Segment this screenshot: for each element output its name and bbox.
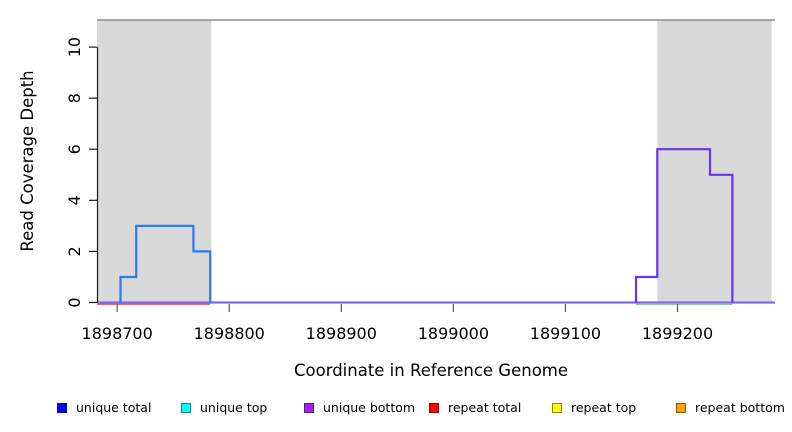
left-gray-region bbox=[97, 20, 212, 303]
shaded-regions-layer bbox=[97, 20, 772, 303]
legend: unique total unique top unique bottom repea… bbox=[0, 398, 792, 420]
legend-swatch bbox=[181, 403, 191, 413]
legend-swatch bbox=[429, 403, 439, 413]
legend-label: repeat bottom bbox=[695, 400, 785, 415]
y-tick-label: 6 bbox=[65, 144, 84, 154]
legend-label: repeat total bbox=[448, 400, 522, 415]
legend-label: unique total bbox=[76, 400, 152, 415]
x-tick-label: 1899200 bbox=[642, 324, 713, 343]
x-tick-label: 1899100 bbox=[530, 324, 601, 343]
legend-swatch bbox=[552, 403, 562, 413]
x-tick-label: 1898900 bbox=[306, 324, 377, 343]
x-axis-title: Coordinate in Reference Genome bbox=[294, 361, 568, 380]
legend-item-unique-total: unique total bbox=[57, 398, 151, 418]
legend-label: repeat top bbox=[571, 400, 637, 415]
y-axis-title: Read Coverage Depth bbox=[18, 70, 37, 251]
legend-swatch bbox=[676, 403, 686, 413]
legend-item-repeat-top: repeat top bbox=[552, 398, 636, 418]
legend-swatch bbox=[57, 403, 67, 413]
legend-item-unique-bottom: unique bottom bbox=[304, 398, 415, 418]
right-gray-region bbox=[657, 20, 772, 303]
legend-item-unique-top: unique top bbox=[181, 398, 267, 418]
series-line-unique-bottom-right-step bbox=[634, 148, 734, 303]
legend-item-repeat-bottom: repeat bottom bbox=[676, 398, 785, 418]
legend-label: unique top bbox=[200, 400, 268, 415]
series-line-unique-total-left-step bbox=[119, 224, 212, 303]
y-tick-label: 8 bbox=[65, 93, 84, 103]
series-layer bbox=[97, 19, 775, 305]
legend-label: unique bottom bbox=[323, 400, 416, 415]
y-tick-label: 0 bbox=[65, 297, 84, 307]
y-tick-label: 10 bbox=[65, 37, 84, 57]
x-tick-label: 1898800 bbox=[194, 324, 265, 343]
x-tick-label: 1899000 bbox=[418, 324, 489, 343]
y-tick-label: 2 bbox=[65, 246, 84, 256]
x-tick-label: 1898700 bbox=[82, 324, 153, 343]
axes-layer: 0 2 4 6 8 10 1898700 1898800 1898900 1899000 18991… bbox=[65, 37, 713, 343]
legend-item-repeat-total: repeat total bbox=[429, 398, 521, 418]
y-tick-label: 4 bbox=[65, 195, 84, 205]
legend-swatch bbox=[304, 403, 314, 413]
